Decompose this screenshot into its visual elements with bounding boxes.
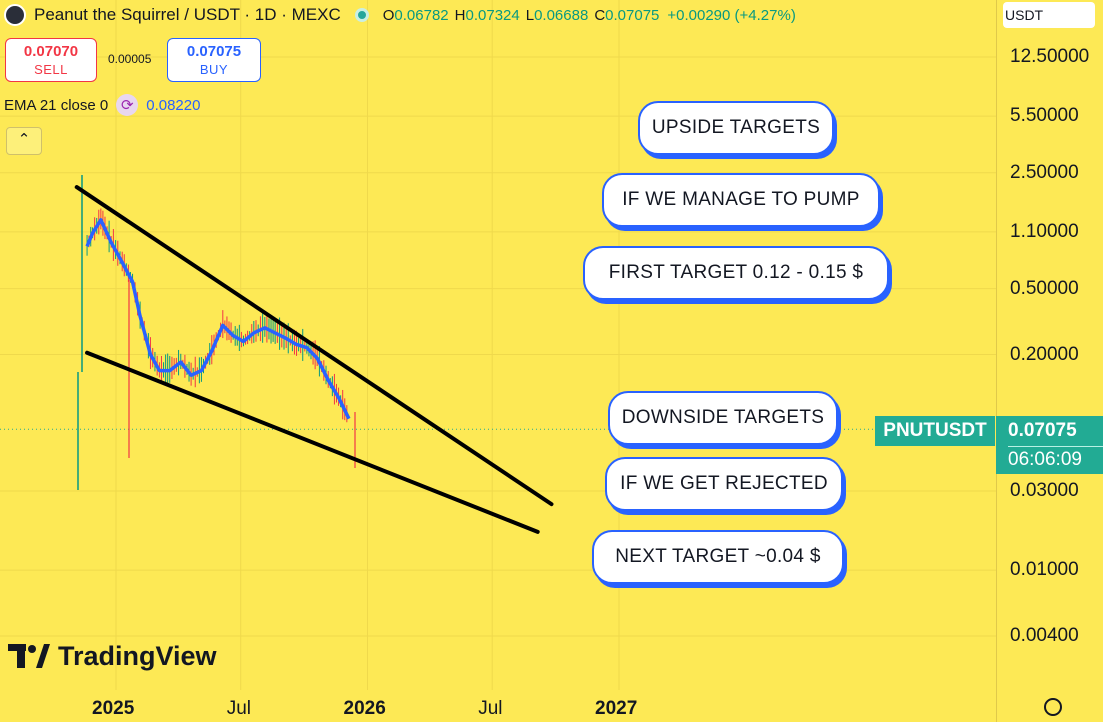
ohlc-item: L0.06688 [526,7,589,24]
price-tick-label: 12.50000 [1010,46,1090,67]
buy-price: 0.07075 [186,43,242,60]
buy-label: BUY [199,62,229,77]
price-tick-label: 0.50000 [1010,277,1079,299]
ohlc-value: 0.07075 [605,6,660,24]
sell-label: SELL [34,62,68,77]
ema-name: EMA 21 close 0 [4,96,109,114]
symbol-logo-icon [4,4,26,26]
sell-button[interactable]: 0.07070 SELL [5,38,97,82]
price-tick-label: 0.01000 [1010,559,1079,581]
first-target-note[interactable]: FIRST TARGET 0.12 - 0.15 $ [583,246,889,300]
time-tick-label: Jul [478,698,503,719]
currency-selector[interactable]: USDT [1003,2,1095,28]
pump-condition-note[interactable]: IF WE MANAGE TO PUMP [602,173,880,227]
ohlc-item: H0.07324 [455,7,520,24]
price-tick-label: 2.50000 [1010,161,1079,183]
time-tick-label: 2027 [595,698,638,719]
ohlc-key: L [525,6,535,24]
next-target-note[interactable]: NEXT TARGET ~0.04 $ [592,530,844,584]
buy-button[interactable]: 0.07075 BUY [167,38,261,82]
time-tick-label: Jul [226,698,251,719]
ohlc-values: O0.06782 H0.07324 L0.06688 C0.07075 [383,7,660,24]
chart-header: Peanut the Squirrel / USDT · 1D · MEXC O… [4,4,796,26]
symbol-price-label: PNUTUSDT [875,416,995,446]
price-axis[interactable] [996,0,1103,722]
time-tick-label: 2026 [343,698,386,719]
ema-value: 0.08220 [146,96,201,114]
price-tick-label: 0.20000 [1010,343,1079,365]
sell-price: 0.07070 [23,43,79,60]
ohlc-key: H [454,6,466,24]
price-tick-label: 5.50000 [1010,105,1079,127]
ohlc-value: 0.07324 [465,6,520,24]
upside-targets-note[interactable]: UPSIDE TARGETS [638,101,834,155]
price-change: +0.00290 (+4.27%) [667,6,796,24]
collapse-legend-button[interactable]: ⌃ [6,127,42,155]
price-tick-label: 1.10000 [1010,220,1079,242]
settings-gear-icon[interactable] [1044,698,1062,716]
downside-targets-note[interactable]: DOWNSIDE TARGETS [608,391,838,445]
market-open-icon [354,8,369,22]
ohlc-key: C [594,6,606,24]
price-tick-label: 0.03000 [1010,480,1079,502]
ohlc-value: 0.06688 [534,6,589,24]
bar-countdown: 06:06:09 [1008,446,1103,473]
ohlc-item: C0.07075 [594,7,659,24]
ohlc-key: O [382,6,395,24]
symbol-title[interactable]: Peanut the Squirrel / USDT · 1D · MEXC [34,5,341,24]
trendline-upper [74,185,554,507]
brand-name: TradingView [58,640,217,671]
trendline-lower [85,350,540,534]
rejection-condition-note[interactable]: IF WE GET REJECTED [605,457,843,511]
time-tick-label: 2025 [92,698,135,719]
spread-value: 0.00005 [108,52,152,66]
ohlc-value: 0.06782 [394,6,449,24]
ema-line [85,218,351,420]
tradingview-mark-icon [8,644,50,668]
price-tick-label: 0.00400 [1010,625,1079,646]
last-price: 0.07075 [1008,420,1077,441]
tradingview-logo[interactable]: TradingView [6,640,217,672]
ema-legend[interactable]: EMA 21 close 0 ⟳ 0.08220 [4,94,200,116]
loading-icon: ⟳ [116,94,139,116]
last-price-tag: 0.07075 06:06:09 [996,416,1103,474]
ohlc-item: O0.06782 [383,7,449,24]
